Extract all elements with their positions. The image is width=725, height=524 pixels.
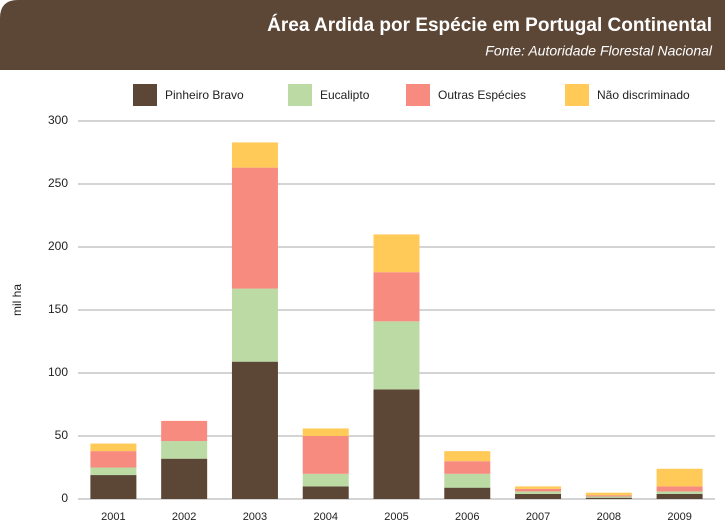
- bar-segment: [302, 436, 349, 474]
- x-tick-label: 2003: [243, 511, 267, 523]
- bar-segment: [656, 468, 703, 487]
- bar-segment: [444, 451, 491, 462]
- x-tick-label: 2009: [667, 511, 691, 523]
- bar-segment: [231, 167, 278, 289]
- bar-segment: [585, 496, 632, 498]
- bar-segment: [373, 389, 420, 499]
- bar-segment: [302, 486, 349, 499]
- bar-segment: [373, 321, 420, 390]
- bar-segment: [585, 495, 632, 497]
- bar-segment: [656, 486, 703, 492]
- x-tick-label: 2008: [597, 511, 621, 523]
- legend-swatch: [288, 84, 312, 106]
- legend-label: Pinheiro Bravo: [165, 88, 244, 102]
- legend-label: Eucalipto: [320, 88, 370, 102]
- legend-label: Outras Espécies: [438, 88, 526, 102]
- y-axis-label: mil ha: [10, 284, 24, 316]
- x-tick-label: 2001: [101, 511, 125, 523]
- bar-segment: [231, 288, 278, 362]
- bar-segment: [515, 491, 562, 494]
- bar-segment: [302, 428, 349, 436]
- bar-segment: [90, 467, 137, 476]
- x-tick-label: 2005: [384, 511, 408, 523]
- legend-swatch: [406, 84, 430, 106]
- x-tick-label: 2006: [455, 511, 479, 523]
- bar-segment: [302, 473, 349, 487]
- y-tick-label: 50: [55, 428, 69, 442]
- bar-segment: [585, 497, 632, 499]
- legend-label: Não discriminado: [597, 88, 690, 102]
- x-tick-label: 2007: [526, 511, 550, 523]
- bar-segment: [161, 458, 208, 499]
- bar-segment: [515, 486, 562, 489]
- y-tick-label: 100: [48, 365, 68, 379]
- bar-segment: [161, 420, 208, 442]
- y-tick-label: 300: [48, 113, 68, 127]
- y-tick-label: 150: [48, 302, 68, 316]
- bar-segment: [231, 361, 278, 499]
- y-tick-label: 0: [61, 491, 68, 505]
- y-tick-label: 200: [48, 239, 68, 253]
- chart-title: Área Ardida por Espécie em Portugal Cont…: [267, 14, 712, 36]
- bar-segment: [585, 492, 632, 496]
- bar-segment: [90, 443, 137, 452]
- bar-segment: [90, 451, 137, 468]
- bar-segment: [515, 493, 562, 499]
- legend-swatch: [133, 84, 157, 106]
- bar-segment: [373, 272, 420, 322]
- bar-segment: [444, 461, 491, 474]
- title-bar: [0, 0, 725, 70]
- bar-segment: [515, 488, 562, 492]
- bar-segment: [161, 441, 208, 459]
- x-tick-label: 2002: [172, 511, 196, 523]
- bar-segment: [656, 493, 703, 499]
- bar-segment: [444, 473, 491, 488]
- bar-segment: [90, 475, 137, 499]
- x-tick-label: 2004: [313, 511, 337, 523]
- chart-subtitle: Fonte: Autoridade Florestal Nacional: [485, 43, 713, 59]
- legend-swatch: [565, 84, 589, 106]
- bar-segment: [656, 491, 703, 494]
- bar-segment: [444, 487, 491, 499]
- bar-segment: [231, 142, 278, 168]
- bar-segment: [373, 234, 420, 273]
- y-tick-label: 250: [48, 176, 68, 190]
